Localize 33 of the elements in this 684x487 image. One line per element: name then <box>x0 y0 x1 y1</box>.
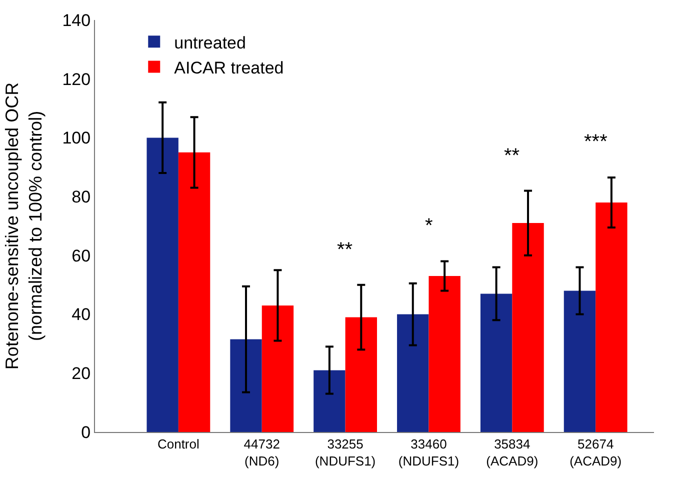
bar <box>428 276 460 432</box>
x-tick-label: 44732 (ND6) <box>244 436 280 468</box>
bar <box>596 202 628 432</box>
bar <box>230 339 262 432</box>
x-tick-label: 33460 (NDUFS1) <box>398 436 460 468</box>
x-tick-label: 33255 (NDUFS1) <box>314 436 376 468</box>
bar <box>178 152 210 432</box>
bar <box>262 305 294 432</box>
x-tick-label: Control <box>157 436 200 452</box>
y-tick-label: 0 <box>81 422 91 442</box>
x-tick-label: 52674 (ACAD9) <box>570 436 622 468</box>
annotation: *** <box>584 131 608 153</box>
y-tick-label: 20 <box>72 364 91 384</box>
legend-label: untreated <box>174 33 246 52</box>
y-tick-label: 80 <box>72 188 91 207</box>
annotation: ** <box>504 145 520 167</box>
bar <box>480 294 512 432</box>
y-tick-label: 120 <box>62 70 91 89</box>
y-tick-label: 40 <box>72 305 91 324</box>
bar <box>314 370 346 432</box>
bar <box>564 290 596 432</box>
legend-label: AICAR treated <box>174 58 284 78</box>
annotation: * <box>425 215 433 237</box>
x-tick-label: 35834 (ACAD9) <box>486 436 538 468</box>
y-axis-title: Rotenone-sensitive uncoupled OCR (normalized to 100% control) <box>2 82 46 370</box>
bar <box>345 317 377 432</box>
annotation: ** <box>337 239 353 261</box>
bar <box>397 314 429 432</box>
bar <box>512 223 544 432</box>
y-tick-label: 140 <box>62 10 91 30</box>
bar <box>146 138 178 432</box>
y-tick-label: 60 <box>72 246 91 266</box>
y-tick-label: 100 <box>62 128 91 148</box>
